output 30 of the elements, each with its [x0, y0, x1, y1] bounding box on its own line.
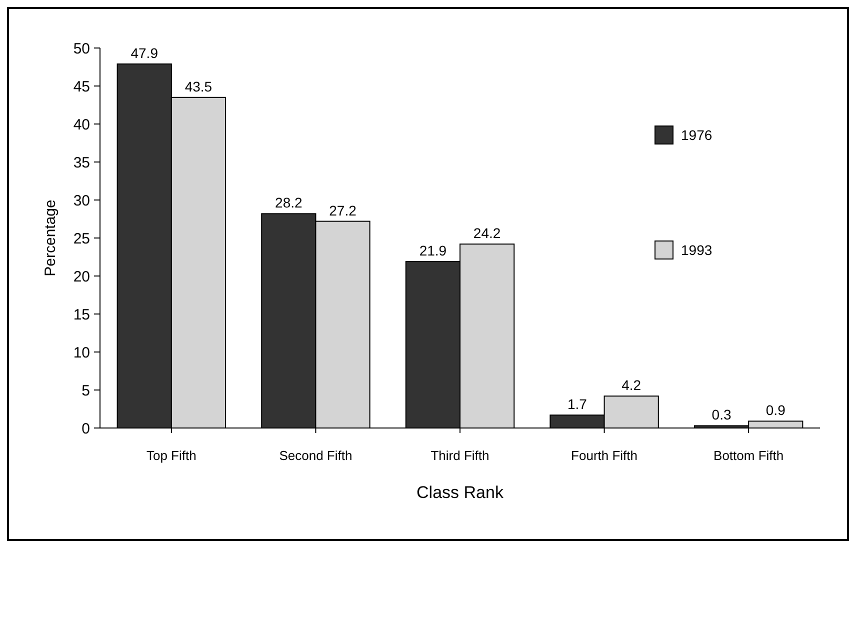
data-label: 0.3 [712, 406, 732, 423]
y-tick-label: 35 [73, 154, 90, 172]
data-label: 27.2 [329, 202, 357, 218]
x-tick-label: Fourth Fifth [571, 448, 638, 463]
data-label: 28.2 [275, 194, 302, 211]
y-tick-label: 50 [73, 40, 90, 58]
y-tick-label: 25 [73, 230, 90, 248]
legend-label: 1993 [681, 242, 712, 258]
y-tick-label: 30 [73, 192, 90, 210]
data-label: 43.5 [184, 78, 212, 94]
y-tick-label: 40 [73, 116, 90, 134]
x-tick-label: Top Fifth [146, 448, 196, 463]
data-label: 4.2 [622, 377, 642, 394]
data-label: 47.9 [130, 44, 158, 61]
data-label: 0.9 [766, 402, 786, 418]
y-tick-label: 15 [73, 306, 90, 324]
data-label: 21.9 [419, 242, 447, 259]
legend-label: 1976 [681, 126, 712, 143]
data-label: 1.7 [568, 396, 588, 412]
y-tick-label: 20 [73, 268, 90, 286]
y-tick-label: 0 [82, 420, 90, 438]
y-tick-label: 45 [73, 78, 90, 96]
x-axis-title: Class Rank [416, 483, 504, 502]
x-tick-label: Bottom Fifth [714, 448, 784, 463]
x-tick-label: Third Fifth [430, 448, 490, 463]
x-tick-label: Second Fifth [279, 448, 352, 463]
data-label: 24.2 [473, 225, 501, 242]
y-tick-label: 5 [82, 382, 90, 400]
y-tick-label: 10 [73, 344, 90, 362]
y-axis-title: Percentage [42, 200, 59, 276]
